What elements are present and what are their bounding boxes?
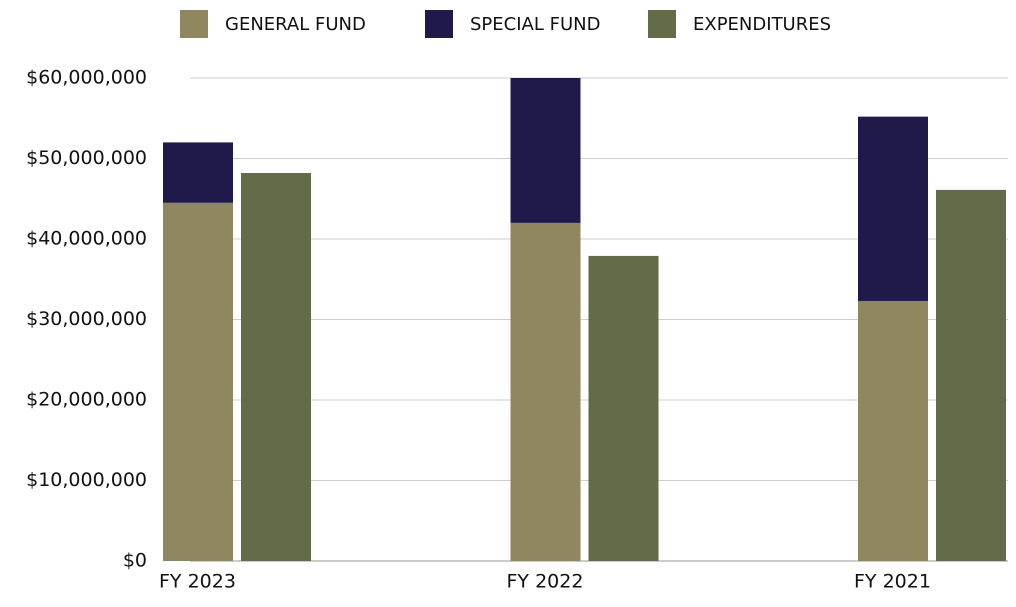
x-tick-label: FY 2022 — [507, 571, 584, 593]
legend-swatch — [425, 10, 453, 38]
legend-label: EXPENDITURES — [693, 14, 831, 35]
bar — [163, 142, 233, 203]
y-tick-label: $0 — [123, 550, 147, 572]
bar — [510, 78, 581, 223]
x-tick-label: FY 2023 — [159, 571, 236, 593]
bar — [588, 255, 659, 561]
y-tick-label: $50,000,000 — [26, 147, 147, 169]
bar — [241, 172, 311, 562]
legend-swatch — [648, 10, 676, 38]
bar — [858, 116, 928, 301]
bar — [858, 300, 928, 561]
y-tick-label: $10,000,000 — [26, 469, 147, 491]
bar — [936, 189, 1006, 561]
x-tick-label: FY 2021 — [854, 571, 931, 593]
y-tick-label: $40,000,000 — [26, 228, 147, 250]
legend-label: GENERAL FUND — [225, 14, 366, 35]
bar — [163, 202, 233, 561]
y-tick-label: $20,000,000 — [26, 389, 147, 411]
y-tick-label: $60,000,000 — [26, 67, 147, 89]
legend-swatch — [180, 10, 208, 38]
legend-label: SPECIAL FUND — [470, 14, 600, 35]
y-tick-label: $30,000,000 — [26, 308, 147, 330]
bar — [510, 222, 581, 561]
